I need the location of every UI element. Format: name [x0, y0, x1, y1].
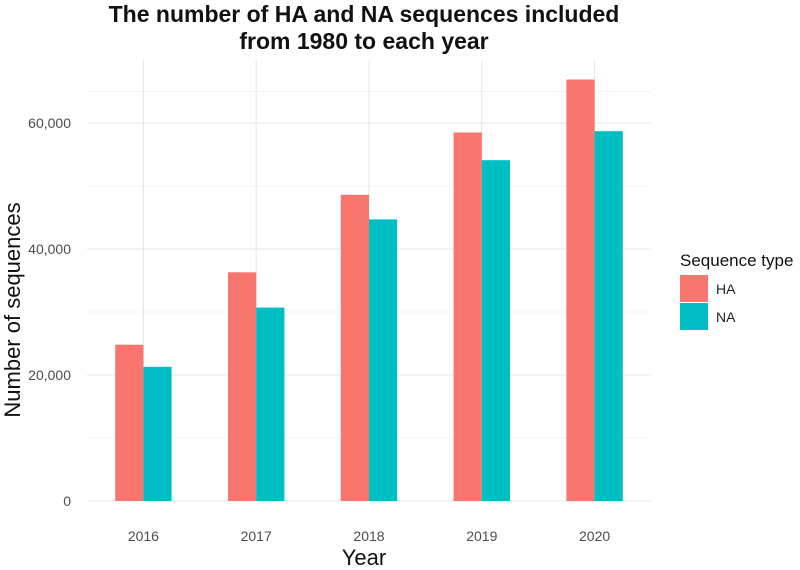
y-tick-label: 60,000 [28, 115, 71, 131]
bar-na-2016 [143, 366, 172, 501]
x-tick-label: 2017 [241, 528, 272, 544]
x-tick-label: 2016 [128, 528, 159, 544]
legend-items: HA NA [680, 275, 736, 330]
bar-ha-2017 [228, 272, 257, 501]
bar-na-2020 [594, 131, 623, 501]
bar-na-2017 [256, 307, 285, 501]
chart-title-line-1: The number of HA and NA sequences includ… [109, 1, 620, 27]
axis-ticks: 0 20,000 40,000 60,000 2016 2017 2018 2019 2020 [28, 115, 610, 544]
bar-na-2018 [369, 219, 398, 501]
y-tick-label: 40,000 [28, 241, 71, 257]
x-tick-label: 2019 [466, 528, 497, 544]
legend: Sequence type HA NA [680, 251, 793, 330]
bars [115, 79, 623, 502]
legend-key-na [680, 303, 708, 330]
y-tick-label: 20,000 [28, 367, 71, 383]
bar-na-2019 [481, 160, 510, 502]
bar-ha-2020 [566, 79, 595, 501]
legend-key-ha [680, 275, 708, 302]
legend-label-na: NA [716, 309, 736, 325]
x-axis-title: Year [342, 545, 386, 570]
legend-title: Sequence type [680, 251, 793, 270]
bar-ha-2018 [340, 194, 369, 501]
bar-ha-2019 [453, 132, 482, 501]
chart-title-line-2: from 1980 to each year [239, 28, 488, 54]
y-tick-label: 0 [63, 493, 71, 509]
y-axis-title: Number of sequences [0, 202, 25, 417]
x-tick-label: 2018 [353, 528, 384, 544]
legend-label-ha: HA [716, 281, 736, 297]
x-tick-label: 2020 [579, 528, 610, 544]
bar-ha-2016 [115, 344, 144, 501]
